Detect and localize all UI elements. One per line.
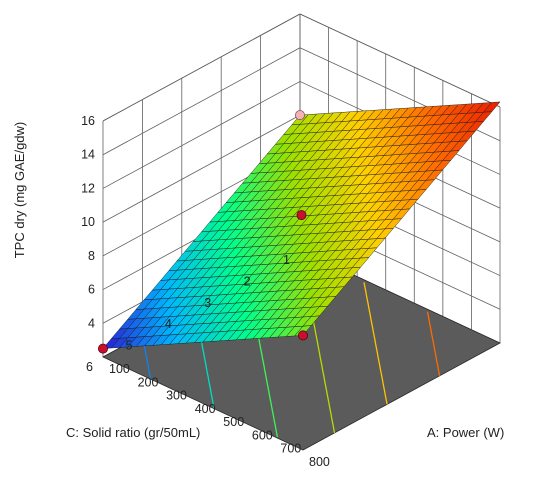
- y-tick-label: 3: [204, 296, 211, 310]
- wall2-gridline-z-4: [102, 81, 301, 189]
- design-point-0: [294, 110, 305, 121]
- z-tick-label: 14: [81, 148, 95, 162]
- y-tick-label: 5: [125, 339, 132, 353]
- x-tick-label: 400: [195, 402, 216, 416]
- z-axis-label: TPC dry (mg GAE/gdw): [12, 122, 27, 259]
- z-tick-label: 12: [81, 181, 95, 195]
- x-axis-label: A: Power (W): [427, 425, 504, 440]
- x-tick-label: 200: [138, 375, 159, 389]
- floor-contour-5: [426, 311, 441, 376]
- design-point-2: [297, 330, 308, 341]
- x-tick-label: 700: [280, 442, 301, 456]
- x-tick-label: 800: [309, 455, 330, 469]
- wall2-gridline-z-8: [102, 13, 301, 122]
- x-tick-label: 100: [109, 362, 130, 376]
- y-tick-label: 6: [86, 360, 93, 374]
- y-tick-label: 2: [244, 274, 251, 288]
- response-surface: [102, 101, 501, 349]
- x-tick-label: 600: [252, 428, 273, 442]
- design-point-1: [296, 210, 307, 221]
- y-tick-label: 1: [283, 253, 290, 267]
- z-tick-label: 8: [88, 249, 95, 263]
- z-tick-label: 4: [88, 316, 95, 330]
- wall-gridline-z-8: [299, 13, 501, 108]
- design-point-3: [98, 343, 109, 354]
- wall2-gridline-z-5: [102, 47, 301, 156]
- x-tick-label: 300: [166, 389, 187, 403]
- wall2-gridline-z-3: [102, 114, 301, 223]
- z-tick-label: 16: [81, 114, 95, 128]
- floor-contour-4: [363, 282, 388, 405]
- y-tick-label: 4: [165, 317, 172, 331]
- design-points: [98, 110, 308, 354]
- y-axis-label: C: Solid ratio (gr/50mL): [66, 425, 200, 440]
- x-tick-label: 500: [223, 415, 244, 429]
- z-tick-label: 6: [88, 283, 95, 297]
- z-tick-label: 10: [81, 215, 95, 229]
